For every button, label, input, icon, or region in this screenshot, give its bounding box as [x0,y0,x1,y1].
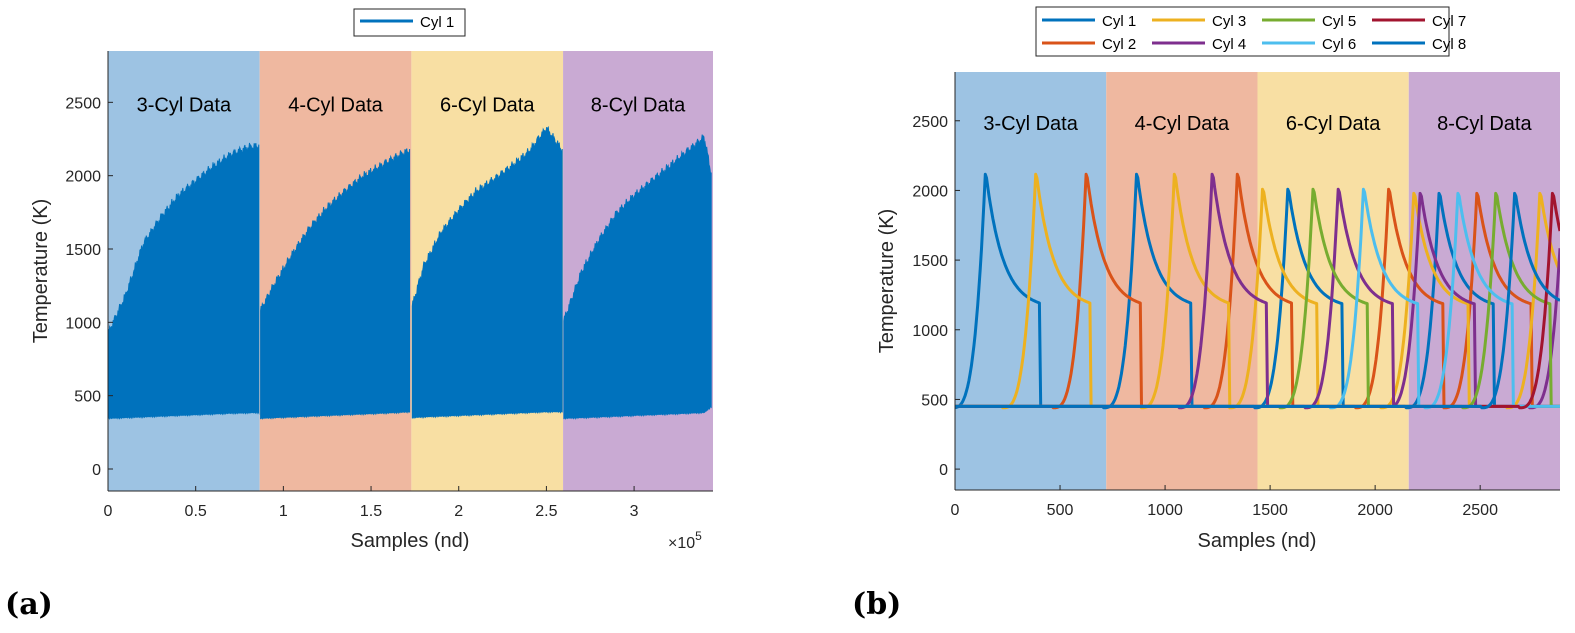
chart-a-x-exponent: ×105 [668,529,702,552]
region-label-3: 6-Cyl Data [440,94,535,116]
chart-a-y-axis-label: Temperature (K) [30,199,52,344]
region-label-1: 3-Cyl Data [137,94,232,116]
legend-entry-cyl6: Cyl 6 [1322,36,1356,53]
y-tick-label: 1000 [912,323,948,340]
series-cyl3-line [955,172,1560,410]
y-tick-label: 500 [74,389,101,406]
chart-a-x-axis-label: Samples (nd) [351,530,470,552]
y-tick-label: 1000 [65,315,101,332]
x-tick-label: 0 [104,503,113,520]
x-tick-label: 0.5 [185,503,207,520]
y-tick-label: 2000 [65,169,101,186]
x-tick-label: 1000 [1147,502,1183,519]
legend-entry-cyl2: Cyl 2 [1102,36,1136,53]
legend-entry-cyl3: Cyl 3 [1212,13,1246,30]
y-tick-label: 1500 [65,242,101,259]
chart-b-legend: Cyl 1 Cyl 3 Cyl 5 Cyl 7 Cyl 2 Cyl 4 Cyl 6 Cyl 8 [1035,6,1466,57]
x-tick-label: 0 [951,502,960,519]
legend-entry-cyl7: Cyl 7 [1432,13,1466,30]
y-tick-label: 2000 [912,183,948,200]
x-tick-label: 2000 [1357,502,1393,519]
y-tick-label: 2500 [912,114,948,131]
x-tick-label: 1500 [1252,502,1288,519]
y-tick-label: 0 [939,462,948,479]
legend-entry-cyl4: Cyl 4 [1212,36,1246,53]
series-cyl1-segment-4 [563,134,712,420]
y-tick-label: 1500 [912,253,948,270]
series-cyl1-segment-3 [411,126,563,420]
y-tick-label: 500 [921,392,948,409]
legend-entry-cyl8: Cyl 8 [1432,36,1466,53]
series-cyl1-segment-1 [108,142,260,420]
chart-b-y-axis-label: Temperature (K) [876,209,898,354]
panel-label-b: (b) [852,587,901,622]
region-label-2: 4-Cyl Data [288,94,383,116]
x-tick-label: 2 [454,503,463,520]
region-label-3: 6-Cyl Data [1286,113,1381,135]
chart-b: 3-Cyl Data 4-Cyl Data 6-Cyl Data 8-Cyl Data… [852,6,1560,622]
region-label-1: 3-Cyl Data [983,113,1078,135]
chart-a-legend: Cyl 1 [353,8,466,37]
x-tick-label: 3 [630,503,639,520]
legend-entry-cyl1: Cyl 1 [420,14,454,31]
chart-b-x-axis-label: Samples (nd) [1198,530,1317,552]
x-tick-label: 500 [1047,502,1074,519]
series-cyl8-line [955,191,1560,410]
legend-entry-cyl5: Cyl 5 [1322,13,1356,30]
x-tick-label: 2.5 [535,503,557,520]
y-tick-label: 2500 [65,95,101,112]
x-tick-label: 1 [279,503,288,520]
region-label-4: 8-Cyl Data [1437,113,1532,135]
legend-entry-cyl1: Cyl 1 [1102,13,1136,30]
y-tick-label: 0 [92,462,101,479]
region-label-4: 8-Cyl Data [591,94,686,116]
x-tick-label: 2500 [1462,502,1498,519]
chart-a: 3-Cyl Data 4-Cyl Data 6-Cyl Data 8-Cyl Data… [5,8,713,622]
series-cyl1-segment-2 [260,148,411,420]
panel-label-a: (a) [5,587,53,622]
region-label-2: 4-Cyl Data [1135,113,1230,135]
x-tick-label: 1.5 [360,503,382,520]
